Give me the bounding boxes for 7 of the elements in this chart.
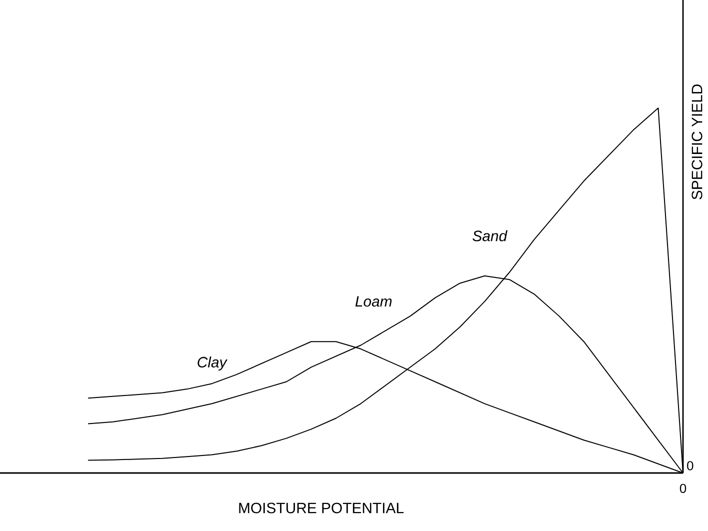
y-axis-title: SPECIFIC YIELD — [692, 84, 702, 200]
text: 0 — [680, 484, 686, 493]
annotation: 0 — [687, 461, 694, 470]
x-axis-title: MOISTURE POTENTIAL — [239, 502, 404, 514]
series-label: Clay — [198, 356, 228, 370]
series-label: Loam — [355, 296, 392, 307]
series-label: Sand — [472, 230, 508, 242]
